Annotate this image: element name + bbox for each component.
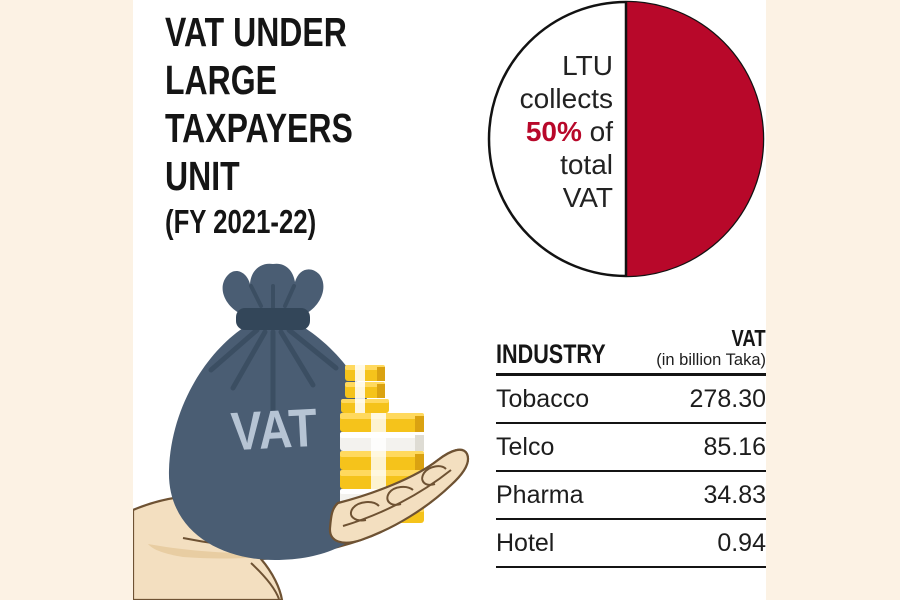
pie-annotation-line: collects	[519, 83, 613, 114]
pie-percentage: 50%	[525, 116, 582, 147]
vat-value-cell: 85.16	[703, 432, 766, 461]
column-header-vat: VAT (in billion Taka)	[656, 327, 766, 370]
column-header-vat-unit: (in billion Taka)	[656, 351, 766, 369]
coin-stack-small	[341, 365, 389, 413]
vat-value-cell: 34.83	[703, 480, 766, 509]
industry-cell: Telco	[496, 432, 555, 461]
pie-annotation-line: VAT	[562, 182, 613, 213]
column-header-vat-label: VAT	[731, 325, 766, 351]
table-header: INDUSTRY VAT (in billion Taka)	[496, 320, 766, 376]
content-panel: VAT UNDER LARGE TAXPAYERS UNIT (FY 2021-…	[133, 0, 766, 600]
table-row: Hotel 0.94	[496, 520, 766, 568]
pie-annotation-line: 50% of	[470, 115, 613, 148]
page-title: VAT UNDER LARGE TAXPAYERS UNIT (FY 2021-…	[165, 8, 353, 242]
vat-value-cell: 278.30	[689, 384, 766, 413]
industry-cell: Pharma	[496, 480, 584, 509]
table-row: Tobacco 278.30	[496, 376, 766, 424]
bag-knot-creases	[249, 284, 296, 310]
bag-body	[168, 328, 386, 560]
vat-table: INDUSTRY VAT (in billion Taka) Tobacco 2…	[496, 320, 766, 568]
pie-percentage-suffix: of	[581, 116, 613, 147]
table-row: Pharma 34.83	[496, 472, 766, 520]
bag-creases	[208, 327, 339, 413]
title-line-4: UNIT	[165, 153, 240, 199]
money-bag-illustration: VAT	[133, 263, 470, 600]
vat-value-cell: 0.94	[717, 528, 766, 557]
pie-annotation: LTU collects 50% of total VAT	[470, 49, 613, 214]
pie-annotation-line: total	[560, 149, 613, 180]
money-bag: VAT	[168, 263, 386, 560]
title-line-3: TAXPAYERS	[165, 105, 353, 151]
industry-cell: Hotel	[496, 528, 555, 557]
pie-slice-ltu	[626, 2, 763, 276]
table-row: Telco 85.16	[496, 424, 766, 472]
bag-tie-band	[236, 308, 310, 330]
pie-annotation-line: LTU	[562, 50, 613, 81]
industry-cell: Tobacco	[496, 384, 590, 413]
title-line-2: LARGE	[165, 57, 277, 103]
bag-vat-label: VAT	[230, 398, 319, 462]
title-fiscal-year: (FY 2021-22)	[165, 203, 317, 240]
pie-chart	[487, 0, 765, 278]
hand-fingers-front	[328, 448, 470, 544]
title-line-1: VAT UNDER	[165, 9, 347, 55]
column-header-industry: INDUSTRY	[496, 339, 606, 369]
